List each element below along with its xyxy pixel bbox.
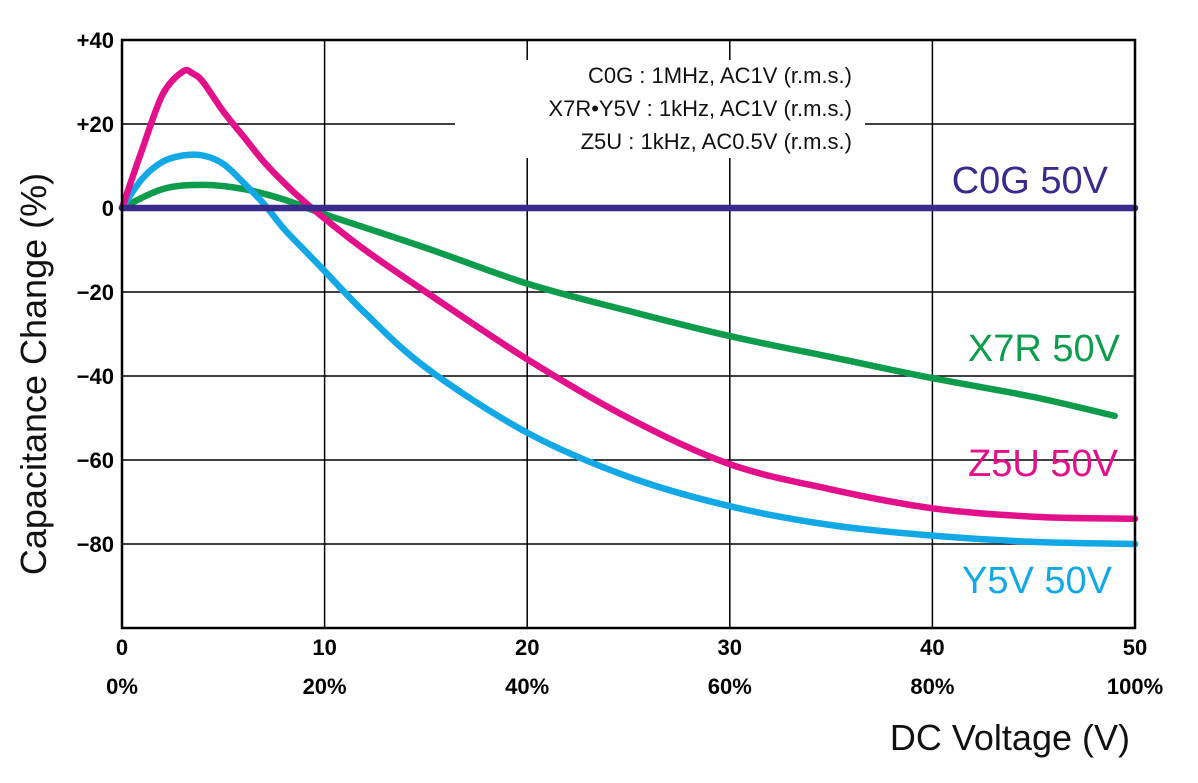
series-label-z5u: Z5U 50V [968, 443, 1119, 485]
conditions-box: C0G : 1MHz, AC1V (r.m.s.) X7R•Y5V : 1kHz… [455, 60, 865, 158]
series-labels: C0G 50V X7R 50V Z5U 50V Y5V 50V [952, 160, 1121, 602]
y-tick-label: +20 [77, 112, 114, 137]
series-label-c0g: C0G 50V [952, 160, 1109, 202]
conditions-background [455, 60, 865, 158]
x-tick-percent-label: 80% [910, 674, 954, 699]
x-axis-title: DC Voltage (V) [890, 717, 1130, 758]
x-tick-percent-label: 40% [505, 674, 549, 699]
condition-line-z5u: Z5U : 1kHz, AC0.5V (r.m.s.) [581, 129, 852, 154]
series-line-y5v [118, 151, 1139, 548]
series-label-x7r: X7R 50V [968, 328, 1121, 370]
y-tick-labels: +40 +20 0 −20 −40 −60 −80 [77, 28, 114, 557]
y-tick-label: −40 [77, 364, 114, 389]
series-label-y5v: Y5V 50V [962, 560, 1113, 602]
series-layer [118, 66, 1139, 548]
x-tick-percent-label: 60% [708, 674, 752, 699]
x-tick-percent-label: 0% [106, 674, 138, 699]
y-tick-label: −80 [77, 532, 114, 557]
condition-line-x7r-y5v: X7R•Y5V : 1kHz, AC1V (r.m.s.) [548, 96, 852, 121]
x-tick-percent-label: 20% [303, 674, 347, 699]
y-tick-label: 0 [102, 196, 114, 221]
condition-line-c0g: C0G : 1MHz, AC1V (r.m.s.) [588, 63, 852, 88]
x-tick-label: 10 [312, 635, 336, 660]
y-tick-label: +40 [77, 28, 114, 53]
x-tick-label: 0 [116, 635, 128, 660]
x-tick-label: 20 [515, 635, 539, 660]
y-tick-label: −60 [77, 448, 114, 473]
x-tick-label: 50 [1123, 635, 1147, 660]
series-line-x7r [118, 181, 1118, 420]
x-tick-percent-label: 100% [1107, 674, 1163, 699]
x-tick-label: 30 [718, 635, 742, 660]
x-tick-label: 40 [920, 635, 944, 660]
plot-frame [120, 38, 1137, 630]
y-tick-label: −20 [77, 280, 114, 305]
y-axis-title: Capacitance Change (%) [13, 173, 54, 575]
series-line-z5u [118, 66, 1139, 523]
x-tick-labels: 0 0% 10 20% 20 40% 30 60% 40 80% 50 100% [106, 635, 1163, 699]
